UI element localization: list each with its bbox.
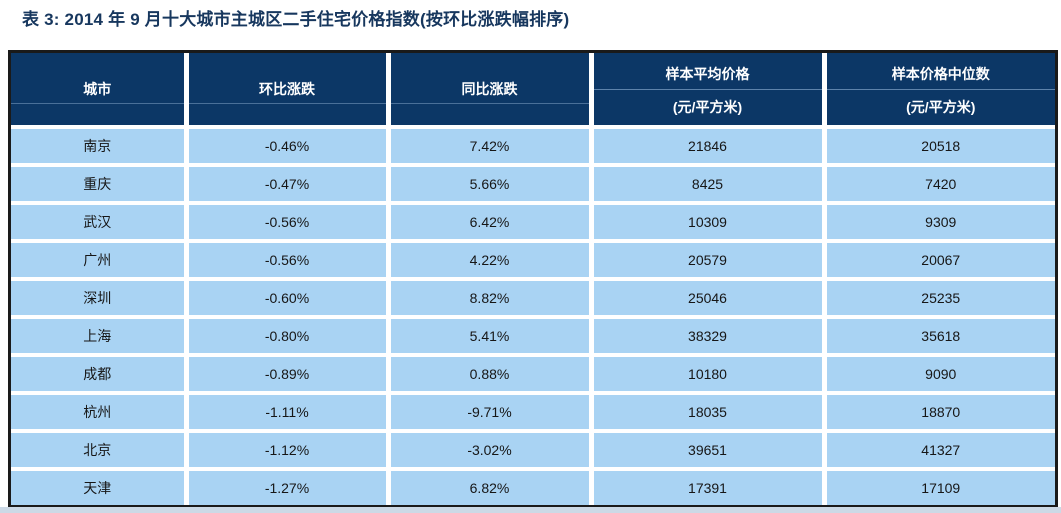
cell-median-price: 35618 [824,317,1055,357]
table-row: 武汉 -0.56% 6.42% 10309 9309 [11,203,1055,243]
cell-mom-change: -1.27% [186,469,391,505]
cell-yoy-change: -9.71% [388,393,594,433]
cell-avg-price: 25046 [591,279,827,319]
col-header-city: 城市 [11,53,189,129]
table-row: 南京 -0.46% 7.42% 21846 20518 [11,127,1055,167]
col-header-median-price-unit: (元/平方米) [826,88,1055,119]
cell-median-price: 25235 [824,279,1055,319]
col-header-yoy-change: 同比涨跌 [388,53,594,129]
table-row: 重庆 -0.47% 5.66% 8425 7420 [11,165,1055,205]
bottom-divider [0,507,1061,513]
cell-mom-change: -0.56% [186,203,391,243]
table-row: 北京 -1.12% -3.02% 39651 41327 [11,431,1055,471]
price-index-table: 城市 环比涨跌 同比涨跌 样本平均价格 (元/平方米) 样本价格中位数 (元/平 [8,50,1058,508]
cell-city: 成都 [11,355,189,395]
cell-mom-change: -0.46% [186,127,391,167]
table-row: 天津 -1.27% 6.82% 17391 17109 [11,469,1055,505]
cell-city: 重庆 [11,165,189,205]
cell-city: 武汉 [11,203,189,243]
table-row: 成都 -0.89% 0.88% 10180 9090 [11,355,1055,395]
cell-yoy-change: 6.42% [388,203,594,243]
cell-city: 上海 [11,317,189,357]
col-header-median-price: 样本价格中位数 (元/平方米) [824,53,1055,129]
cell-mom-change: -0.60% [186,279,391,319]
cell-median-price: 41327 [824,431,1055,471]
cell-city: 深圳 [11,279,189,319]
cell-avg-price: 8425 [591,165,827,205]
cell-avg-price: 10180 [591,355,827,395]
cell-city: 杭州 [11,393,189,433]
cell-avg-price: 10309 [591,203,827,243]
cell-yoy-change: 7.42% [388,127,594,167]
cell-avg-price: 21846 [591,127,827,167]
cell-yoy-change: 0.88% [388,355,594,395]
cell-median-price: 17109 [824,469,1055,505]
cell-avg-price: 17391 [591,469,827,505]
cell-yoy-change: 8.82% [388,279,594,319]
col-header-median-price-label: 样本价格中位数 [891,65,990,82]
cell-mom-change: -0.80% [186,317,391,357]
cell-city: 广州 [11,241,189,281]
table-row: 深圳 -0.60% 8.82% 25046 25235 [11,279,1055,319]
cell-mom-change: -0.89% [186,355,391,395]
col-header-avg-price: 样本平均价格 (元/平方米) [591,53,827,129]
cell-mom-change: -0.47% [186,165,391,205]
cell-avg-price: 38329 [591,317,827,357]
price-index-table-grid: 城市 环比涨跌 同比涨跌 样本平均价格 (元/平方米) 样本价格中位数 (元/平 [11,53,1055,505]
cell-median-price: 20067 [824,241,1055,281]
cell-mom-change: -1.12% [186,431,391,471]
cell-mom-change: -0.56% [186,241,391,281]
cell-city: 天津 [11,469,189,505]
col-header-mom-change: 环比涨跌 [186,53,391,129]
cell-median-price: 18870 [824,393,1055,433]
cell-mom-change: -1.11% [186,393,391,433]
cell-yoy-change: 4.22% [388,241,594,281]
col-header-mom-label: 环比涨跌 [259,80,315,97]
table-title: 表 3: 2014 年 9 月十大城市主城区二手住宅价格指数(按环比涨跌幅排序) [22,10,570,29]
cell-avg-price: 20579 [591,241,827,281]
col-header-avg-price-label: 样本平均价格 [665,65,750,82]
col-header-yoy-label: 同比涨跌 [461,80,518,97]
cell-yoy-change: 5.41% [388,317,594,357]
table-row: 上海 -0.80% 5.41% 38329 35618 [11,317,1055,357]
cell-city: 北京 [11,431,189,471]
cell-yoy-change: 5.66% [388,165,594,205]
cell-median-price: 9309 [824,203,1055,243]
col-header-city-label: 城市 [83,80,112,97]
cell-median-price: 20518 [824,127,1055,167]
cell-city: 南京 [11,127,189,167]
cell-yoy-change: 6.82% [388,469,594,505]
cell-avg-price: 18035 [591,393,827,433]
cell-avg-price: 39651 [591,431,827,471]
cell-yoy-change: -3.02% [388,431,594,471]
header-row: 城市 环比涨跌 同比涨跌 样本平均价格 (元/平方米) 样本价格中位数 (元/平 [11,53,1055,129]
col-header-avg-price-unit: (元/平方米) [593,88,822,119]
cell-median-price: 7420 [824,165,1055,205]
table-row: 广州 -0.56% 4.22% 20579 20067 [11,241,1055,281]
cell-median-price: 9090 [824,355,1055,395]
table-row: 杭州 -1.11% -9.71% 18035 18870 [11,393,1055,433]
